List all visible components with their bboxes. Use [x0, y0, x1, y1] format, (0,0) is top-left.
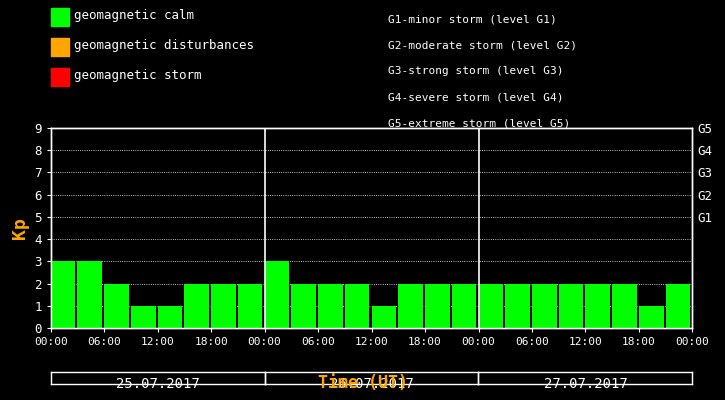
Text: G2-moderate storm (level G2): G2-moderate storm (level G2) — [388, 40, 577, 50]
Bar — [291, 284, 316, 328]
Bar — [559, 284, 584, 328]
Bar — [452, 284, 476, 328]
Bar — [425, 284, 450, 328]
Text: G5-extreme storm (level G5): G5-extreme storm (level G5) — [388, 118, 570, 128]
Text: G3-strong storm (level G3): G3-strong storm (level G3) — [388, 66, 563, 76]
Bar — [51, 261, 75, 328]
Bar — [505, 284, 530, 328]
Bar — [318, 284, 343, 328]
Bar — [78, 261, 102, 328]
Text: Time (UT): Time (UT) — [318, 374, 407, 392]
Bar — [184, 284, 209, 328]
Bar — [131, 306, 156, 328]
Bar — [265, 261, 289, 328]
Text: geomagnetic storm: geomagnetic storm — [74, 70, 202, 82]
Bar — [398, 284, 423, 328]
Bar — [157, 306, 182, 328]
Text: geomagnetic calm: geomagnetic calm — [74, 10, 194, 22]
Bar — [612, 284, 637, 328]
Bar — [104, 284, 129, 328]
Text: geomagnetic disturbances: geomagnetic disturbances — [74, 40, 254, 52]
Text: G1-minor storm (level G1): G1-minor storm (level G1) — [388, 14, 557, 24]
Bar — [345, 284, 370, 328]
Bar — [532, 284, 557, 328]
Bar — [238, 284, 262, 328]
Bar — [585, 284, 610, 328]
Text: G4-severe storm (level G4): G4-severe storm (level G4) — [388, 92, 563, 102]
Bar — [639, 306, 663, 328]
Y-axis label: Kp: Kp — [11, 217, 29, 239]
Bar — [478, 284, 503, 328]
Bar — [371, 306, 396, 328]
Bar — [211, 284, 236, 328]
Bar — [666, 284, 690, 328]
